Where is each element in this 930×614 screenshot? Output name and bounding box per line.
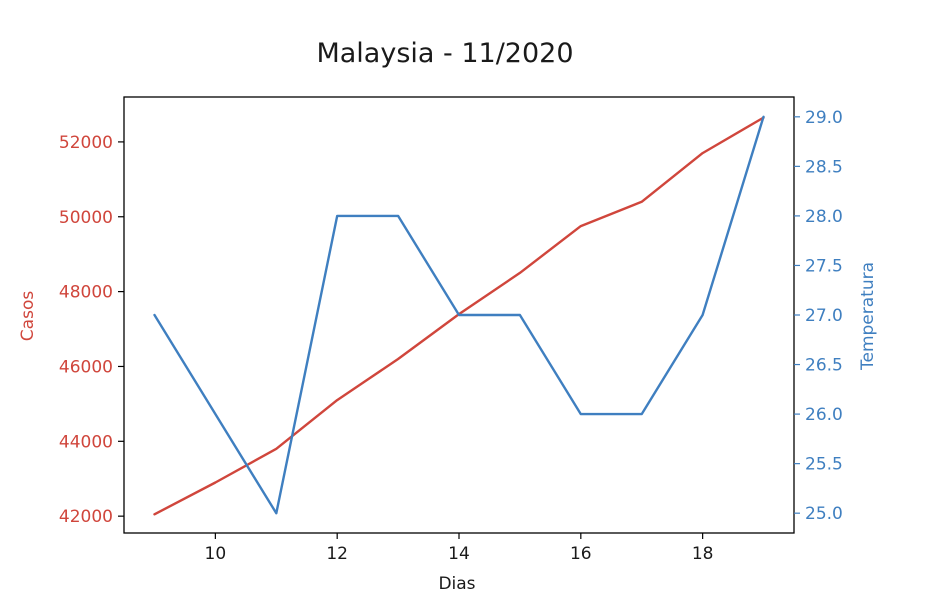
left-y-tick-label: 42000: [59, 507, 113, 527]
left-y-tick-label: 44000: [59, 432, 113, 452]
right-y-tick-label: 27.5: [805, 256, 843, 276]
right-y-tick-label: 28.0: [805, 207, 843, 227]
right-y-axis-label: Temperatura: [858, 262, 878, 371]
right-y-tick-label: 27.0: [805, 306, 843, 326]
x-tick-label: 14: [448, 544, 470, 564]
left-y-tick-label: 48000: [59, 283, 113, 303]
right-y-tick-label: 26.0: [805, 405, 843, 425]
x-tick-label: 10: [205, 544, 227, 564]
right-y-tick-label: 25.5: [805, 455, 843, 475]
plot-area: 10 12 14 16 18 42000 44000 46000 48000 50000 52000…: [59, 96, 843, 564]
left-y-tick-label: 52000: [59, 133, 113, 153]
right-y-tick-label: 26.5: [805, 356, 843, 376]
x-tick-label: 16: [570, 544, 592, 564]
x-tick-label: 18: [692, 544, 714, 564]
x-axis-label: Dias: [438, 574, 475, 594]
x-tick-label: 12: [326, 544, 348, 564]
chart-title: Malaysia - 11/2020: [316, 38, 573, 69]
left-y-axis-label: Casos: [18, 291, 38, 342]
right-y-tick-label: 25.0: [805, 504, 843, 524]
series-line-temperatura: [153, 115, 765, 515]
left-y-tick-label: 46000: [59, 357, 113, 377]
right-y-tick-label: 28.5: [805, 157, 843, 177]
left-y-tick-label: 50000: [59, 208, 113, 228]
right-y-tick-label: 29.0: [805, 108, 843, 128]
